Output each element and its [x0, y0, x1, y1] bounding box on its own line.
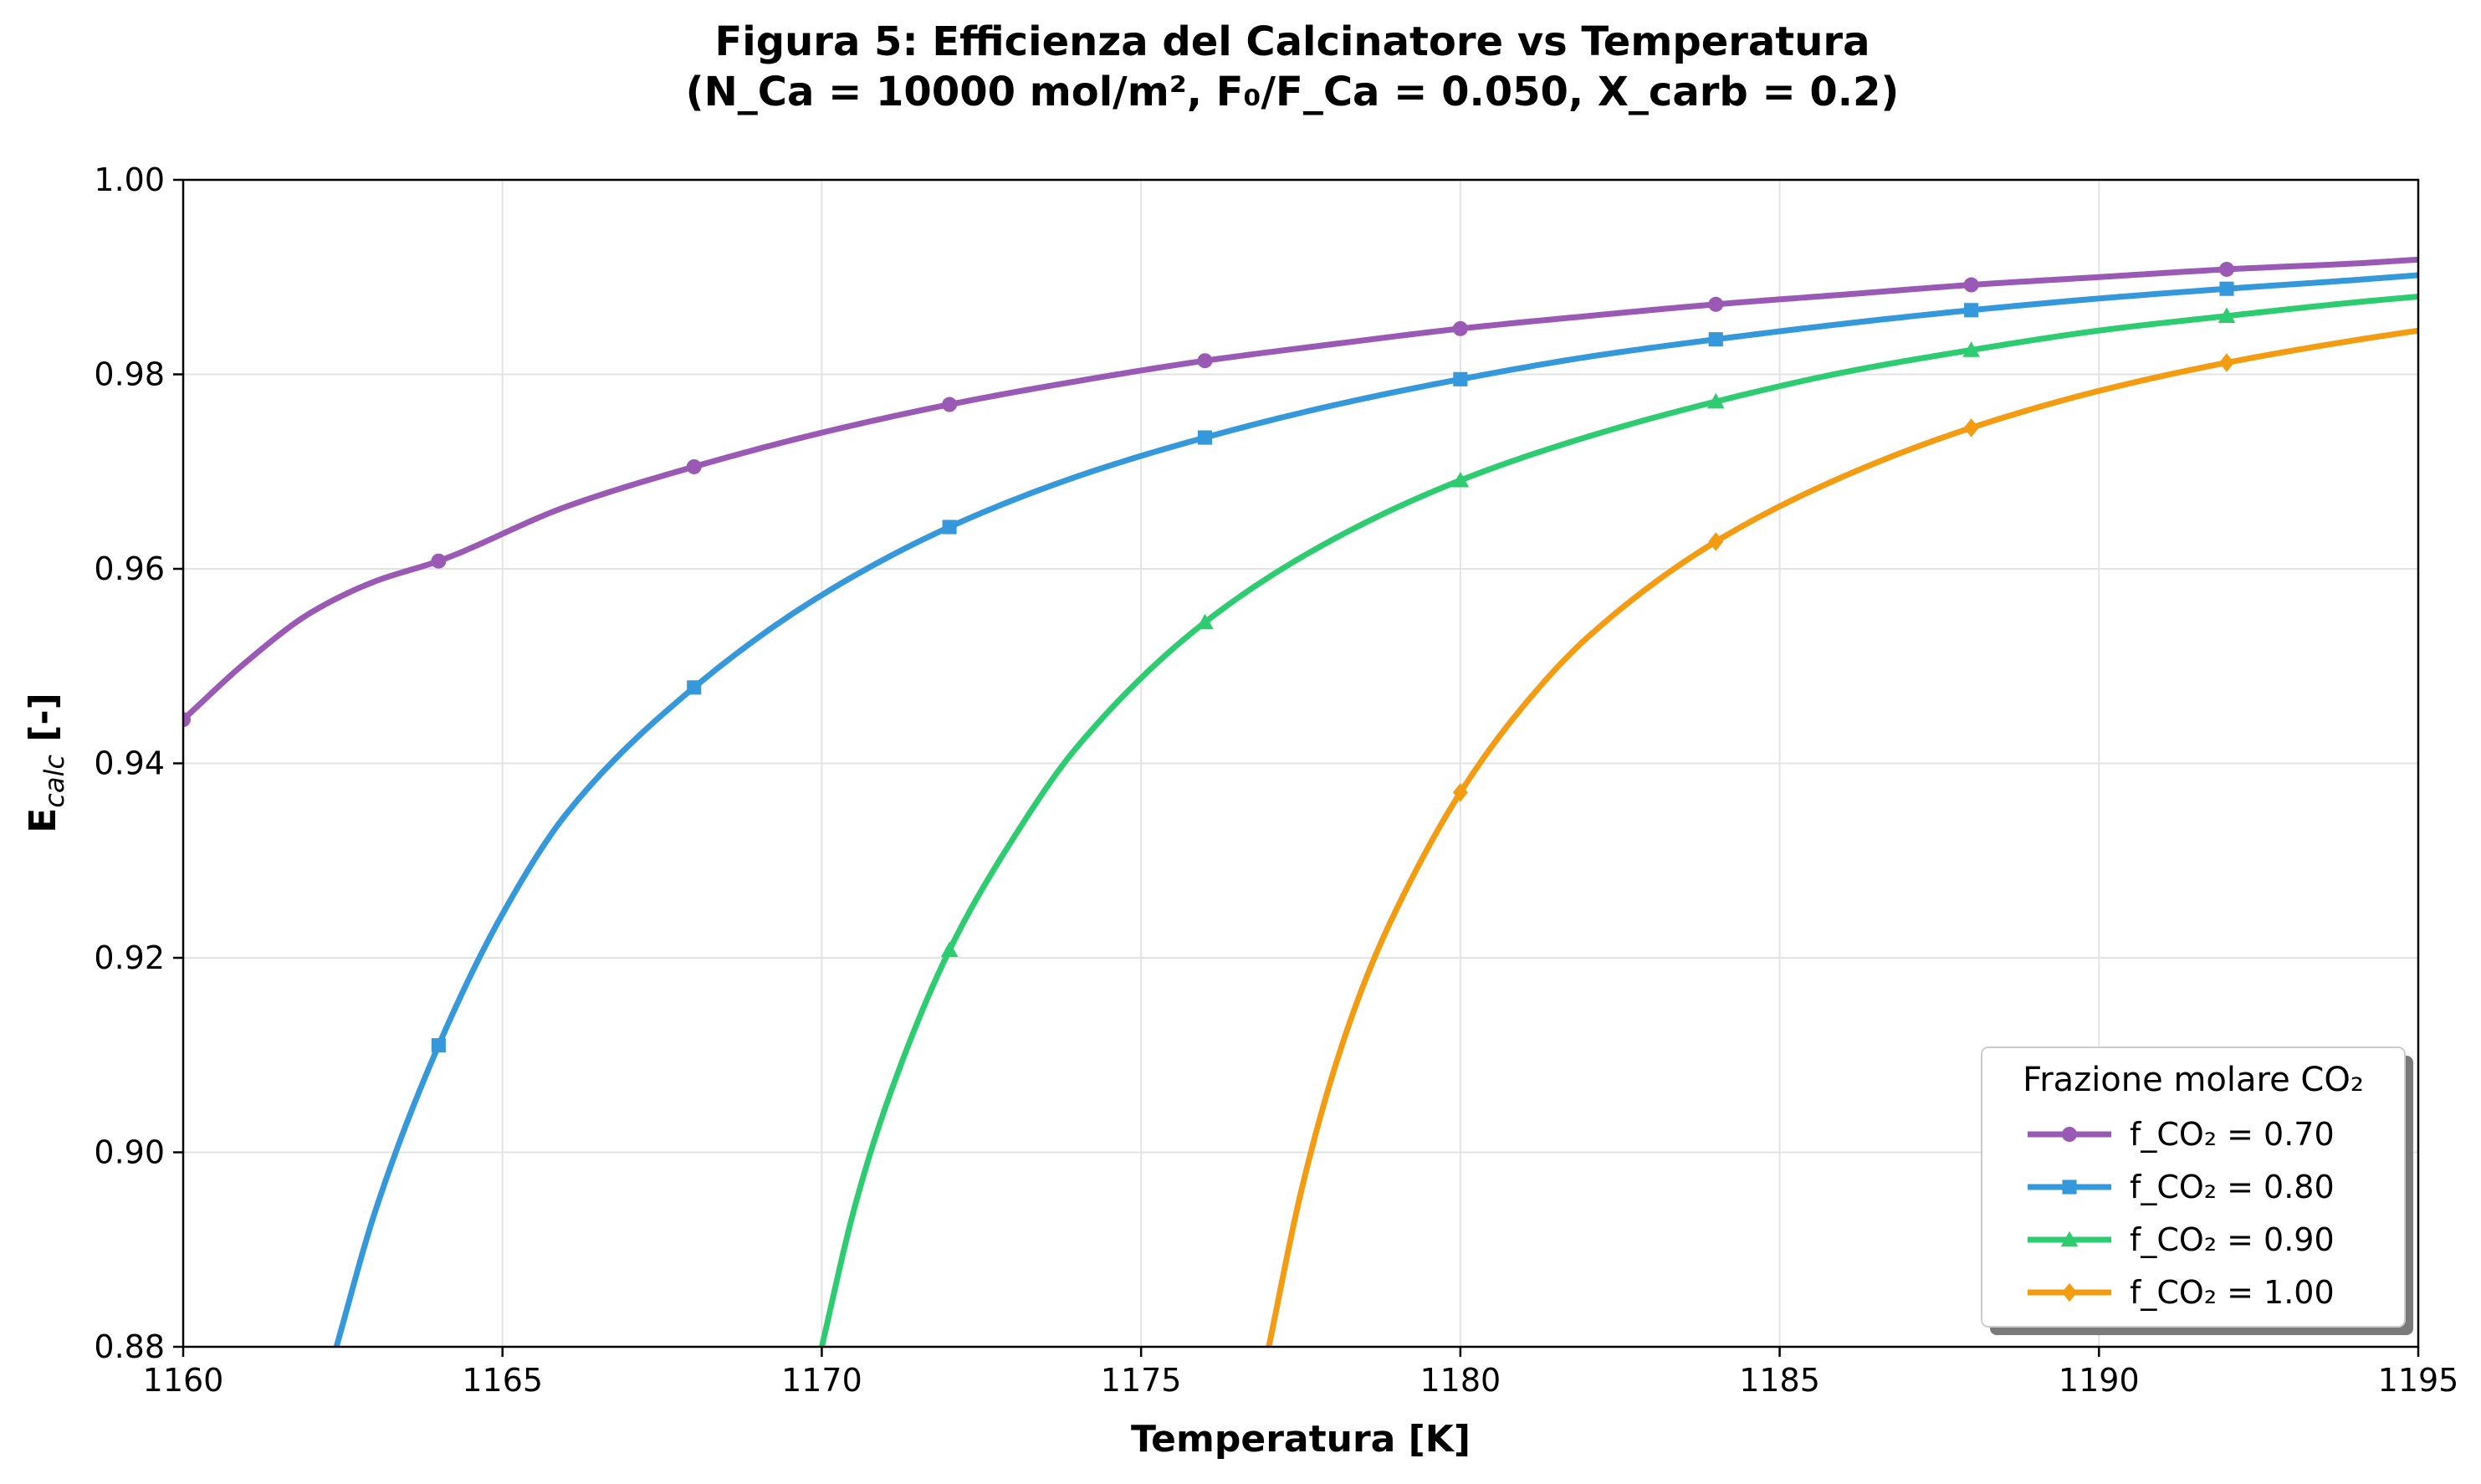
data-point — [2218, 353, 2234, 372]
legend-title: Frazione molare CO₂ — [2023, 1061, 2364, 1099]
x-tick-label: 1175 — [1101, 1362, 1182, 1399]
data-point — [1706, 392, 1725, 409]
data-point — [1962, 341, 1980, 357]
legend-entry: f_CO₂ = 0.70 — [2028, 1116, 2335, 1153]
data-point — [942, 519, 957, 535]
y-tick-label: 0.98 — [94, 356, 165, 393]
y-axis-label-subscript: calc — [38, 755, 70, 808]
legend-label: f_CO₂ = 0.70 — [2130, 1116, 2335, 1153]
data-point — [2218, 261, 2234, 277]
series-layer — [183, 256, 2418, 1347]
data-point — [1452, 783, 1468, 802]
legend: Frazione molare CO₂ f_CO₂ = 0.70f_CO₂ = … — [1981, 1046, 2413, 1335]
y-axis-label-main: E — [22, 808, 64, 833]
data-point — [1708, 532, 1724, 551]
legend-entries: f_CO₂ = 0.70 f_CO₂ = 0.80 f_CO₂ = 0.90 f_CO… — [2028, 1116, 2335, 1311]
y-axis-ticks: 0.88 0.90 0.92 0.94 0.96 0.98 1.00 — [94, 161, 183, 1365]
data-point — [2218, 307, 2236, 324]
data-point — [1453, 371, 1468, 386]
y-axis-label-suffix: [-] — [22, 693, 64, 755]
grid-lines — [183, 180, 2418, 1347]
legend-marker — [2062, 1282, 2077, 1302]
data-point — [183, 712, 191, 728]
series-2 — [819, 294, 2418, 1347]
data-point — [1452, 320, 1468, 336]
series-line — [183, 256, 2418, 722]
legend-entry: f_CO₂ = 1.00 — [2028, 1274, 2335, 1311]
data-point — [1451, 471, 1470, 488]
x-tick-label: 1190 — [2059, 1362, 2140, 1399]
series-line — [819, 294, 2418, 1347]
y-tick-label: 0.92 — [94, 939, 165, 976]
data-point — [942, 397, 958, 412]
series-0 — [183, 256, 2418, 728]
legend-marker — [2060, 1231, 2079, 1247]
series-1 — [333, 272, 2418, 1347]
y-tick-label: 0.90 — [94, 1134, 165, 1171]
data-point — [431, 553, 447, 569]
legend-label: f_CO₂ = 1.00 — [2130, 1274, 2335, 1311]
series-line — [333, 272, 2418, 1347]
y-axis-label: Ecalc [-] — [22, 693, 70, 833]
x-tick-label: 1160 — [143, 1362, 224, 1399]
legend-entry: f_CO₂ = 0.90 — [2028, 1221, 2335, 1258]
chart-subtitle: (N_Ca = 10000 mol/m², F₀/F_Ca = 0.050, X… — [686, 69, 1900, 115]
x-tick-label: 1180 — [1420, 1362, 1501, 1399]
chart-title: Figura 5: Efficienza del Calcinatore vs … — [715, 18, 1870, 65]
data-point — [1708, 332, 1723, 347]
legend-entry: f_CO₂ = 0.80 — [2028, 1169, 2335, 1205]
series-3 — [1266, 327, 2418, 1347]
data-point — [686, 458, 702, 474]
x-tick-label: 1170 — [781, 1362, 862, 1399]
legend-marker — [2062, 1180, 2077, 1195]
y-tick-label: 0.94 — [94, 745, 165, 782]
y-tick-label: 0.96 — [94, 550, 165, 587]
data-point — [1708, 296, 1724, 312]
data-point — [431, 1038, 446, 1053]
legend-label: f_CO₂ = 0.90 — [2130, 1221, 2335, 1258]
x-axis-label: Temperatura [K] — [1131, 1418, 1471, 1461]
data-point — [1197, 353, 1213, 369]
legend-label: f_CO₂ = 0.80 — [2130, 1169, 2335, 1205]
data-point — [1963, 277, 1979, 293]
data-point — [940, 941, 959, 957]
data-point — [2219, 281, 2234, 296]
legend-box — [1981, 1046, 2406, 1328]
x-tick-label: 1185 — [1739, 1362, 1820, 1399]
data-point — [687, 680, 702, 695]
y-tick-label: 0.88 — [94, 1328, 165, 1365]
x-tick-label: 1165 — [462, 1362, 543, 1399]
data-point — [1196, 613, 1214, 630]
y-tick-label: 1.00 — [94, 161, 165, 198]
x-tick-label: 1195 — [2378, 1362, 2459, 1399]
data-point — [1197, 430, 1213, 445]
legend-marker — [2062, 1127, 2077, 1142]
data-point — [1963, 418, 1979, 438]
data-point — [1964, 303, 1979, 318]
x-axis-ticks: 1160 1165 1170 1175 1180 1185 1190 1195 — [143, 1347, 2459, 1399]
